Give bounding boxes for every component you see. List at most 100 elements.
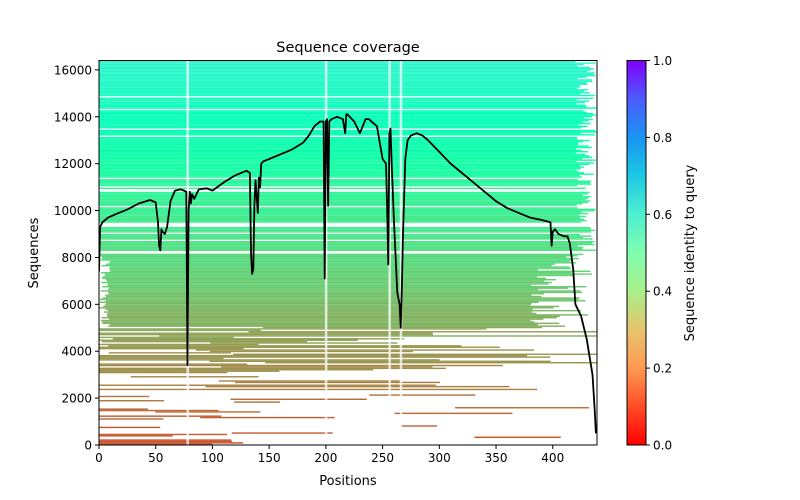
alignment-segment — [99, 138, 578, 140]
alignment-segment — [99, 200, 591, 202]
alignment-segment — [99, 203, 583, 205]
alignment-segment — [99, 111, 588, 114]
coverage-line-group — [99, 113, 597, 434]
alignment-segment — [100, 259, 573, 261]
alignment-segment — [99, 165, 580, 167]
colorbar-label: Sequence identity to query — [683, 164, 698, 341]
alignment-segment — [107, 315, 560, 318]
alignment-segment — [99, 166, 584, 168]
alignment-segment — [99, 367, 446, 370]
alignment-segment — [99, 359, 440, 361]
alignment-segment — [210, 342, 398, 344]
alignment-segment — [234, 381, 441, 384]
colorbar-tick-label: 1.0 — [653, 54, 672, 68]
alignment-segment — [234, 401, 281, 403]
alignment-segment — [108, 345, 462, 347]
alignment-segment — [99, 332, 433, 334]
y-tick-label: 6000 — [61, 298, 92, 312]
alignment-segment — [99, 249, 596, 251]
alignment-segment — [104, 311, 533, 313]
alignment-segment — [99, 184, 578, 187]
alignment-segment — [99, 242, 593, 244]
alignment-segment — [99, 357, 224, 360]
alignment-segment — [99, 105, 587, 108]
alignment-segment — [99, 136, 578, 139]
alignment-segment — [102, 276, 538, 278]
alignment-segment — [99, 127, 582, 129]
alignment-segment — [99, 208, 596, 211]
alignment-segment — [99, 196, 592, 198]
alignment-segments — [99, 60, 597, 445]
alignment-segment — [159, 335, 597, 337]
alignment-segment — [99, 101, 586, 104]
alignment-segment — [99, 172, 585, 174]
alignment-segment — [105, 295, 542, 298]
alignment-segment — [107, 283, 549, 285]
alignment-segment — [99, 346, 500, 348]
x-tick-label: 400 — [541, 451, 564, 465]
alignment-segment — [99, 149, 582, 152]
alignment-segment — [99, 215, 587, 218]
alignment-segment — [99, 207, 578, 209]
alignment-segment — [99, 347, 244, 350]
alignment-segment — [99, 155, 590, 157]
alignment-segment — [99, 197, 589, 199]
alignment-segment — [99, 94, 596, 97]
alignment-segment — [99, 124, 579, 126]
coverage-line — [99, 113, 597, 434]
alignment-segment — [99, 176, 582, 178]
alignment-segment — [99, 426, 161, 429]
alignment-segment — [99, 233, 581, 236]
alignment-segment — [99, 328, 487, 330]
y-tick-label: 12000 — [54, 157, 92, 171]
alignment-segment — [99, 131, 597, 133]
alignment-segment — [107, 284, 532, 287]
alignment-segment — [99, 179, 578, 181]
alignment-segment — [99, 72, 596, 74]
alignment-segment — [109, 262, 576, 264]
alignment-segment — [99, 62, 596, 64]
alignment-segment — [99, 77, 578, 80]
alignment-segment — [195, 349, 534, 351]
alignment-segment — [99, 104, 586, 107]
alignment-segment — [231, 432, 333, 434]
alignment-segment — [102, 322, 560, 325]
alignment-segment — [99, 442, 244, 444]
alignment-segment — [99, 169, 577, 171]
alignment-segment — [99, 356, 551, 358]
x-tick-label: 100 — [201, 451, 224, 465]
alignment-segment — [99, 354, 528, 357]
alignment-segment — [99, 75, 596, 77]
alignment-segment — [99, 160, 577, 163]
alignment-segment — [99, 148, 577, 150]
alignment-segment — [99, 194, 583, 197]
alignment-segment — [99, 369, 374, 371]
alignment-segment — [99, 193, 588, 195]
alignment-segment — [99, 107, 597, 109]
alignment-segment — [99, 187, 586, 189]
alignment-segment — [109, 267, 571, 270]
colorbar — [626, 60, 647, 446]
alignment-segment — [99, 228, 592, 230]
chart-title: Sequence coverage — [276, 40, 420, 56]
alignment-segment — [99, 73, 594, 76]
alignment-segment — [109, 324, 538, 326]
alignment-segment — [99, 181, 591, 184]
alignment-segment — [99, 134, 595, 136]
alignment-segment — [99, 339, 358, 341]
alignment-segment — [99, 156, 593, 159]
alignment-segment — [106, 263, 555, 265]
alignment-segment — [101, 316, 557, 319]
x-tick-label: 250 — [371, 451, 394, 465]
alignment-segment — [99, 90, 585, 92]
alignment-segment — [101, 340, 308, 343]
gap-column — [324, 60, 328, 445]
alignment-segment — [99, 236, 584, 239]
alignment-segment — [110, 260, 570, 263]
alignment-segment — [99, 66, 590, 69]
alignment-segment — [99, 110, 584, 112]
alignment-segment — [99, 333, 434, 336]
alignment-segment — [99, 76, 587, 78]
alignment-segment — [99, 245, 578, 247]
alignment-segment — [99, 363, 248, 365]
